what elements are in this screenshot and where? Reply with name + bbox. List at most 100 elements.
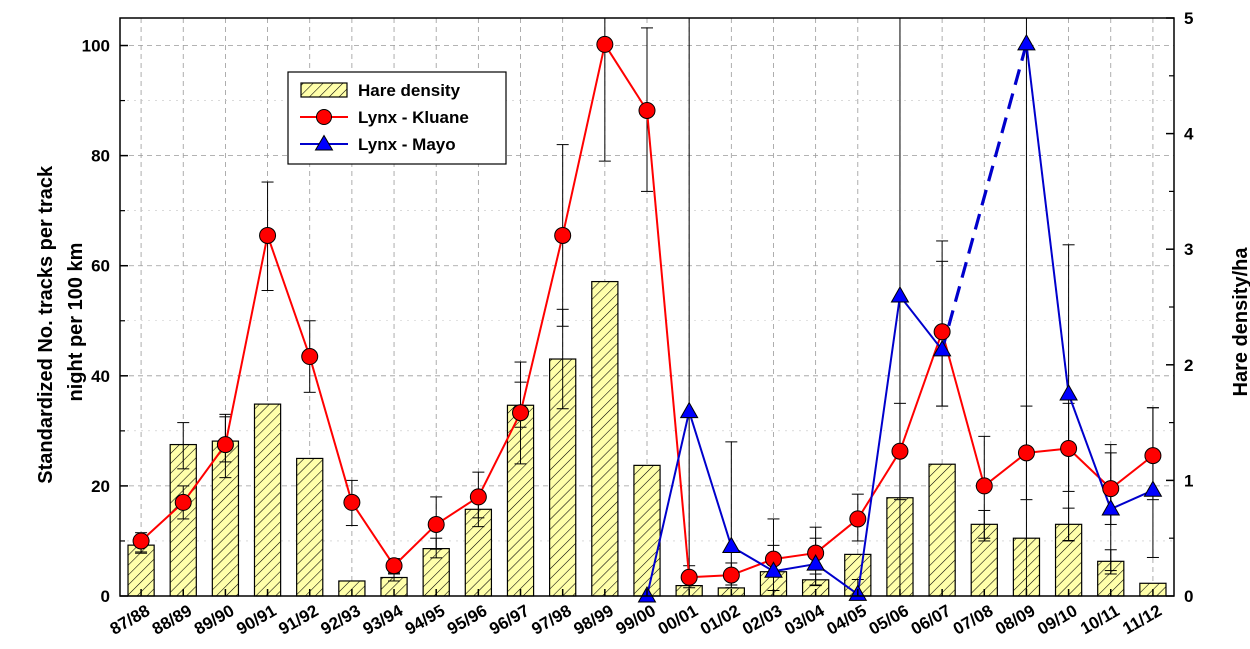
x-tick-label: 94/95 — [402, 601, 448, 639]
x-tick-label: 88/89 — [149, 601, 195, 639]
kluane-point — [638, 101, 656, 119]
kluane-line-segment — [182, 444, 227, 504]
legend-label-lynx-kluane: Lynx - Kluane — [358, 108, 469, 127]
bar — [633, 464, 661, 597]
y-left-tick-label: 0 — [101, 587, 110, 606]
x-tick-label: 87/88 — [107, 601, 153, 639]
mayo-line-segment — [1025, 43, 1070, 395]
x-tick-label: 08/09 — [992, 601, 1038, 639]
y-left-tick-label: 100 — [82, 37, 110, 56]
x-tick-label: 98/99 — [570, 601, 616, 639]
kluane-point — [1017, 444, 1035, 462]
kluane-point — [301, 348, 319, 366]
y-left-tick-label: 60 — [91, 257, 110, 276]
kluane-point — [891, 442, 909, 460]
x-tick-label: 04/05 — [823, 601, 869, 639]
kluane-point — [469, 488, 487, 506]
x-tick-label: 93/94 — [360, 601, 407, 639]
legend-marker-lynx-kluane — [316, 109, 332, 125]
legend-label-hare-density: Hare density — [358, 81, 461, 100]
bar — [253, 403, 282, 597]
bar — [928, 463, 956, 597]
x-tick-label: 06/07 — [908, 601, 954, 639]
legend-label-lynx-mayo: Lynx - Mayo — [358, 135, 456, 154]
bar — [591, 280, 619, 597]
kluane-point — [554, 226, 572, 244]
kluane-point — [1144, 447, 1162, 465]
x-tick-label: 07/08 — [950, 601, 996, 639]
x-tick-label: 89/90 — [191, 601, 237, 639]
kluane-line-segment — [1110, 454, 1154, 490]
y-axis-left-title-line-2: night per 100 km — [65, 243, 87, 402]
x-tick-label: 09/10 — [1034, 601, 1080, 639]
x-tick-label: 01/02 — [697, 601, 743, 639]
kluane-point — [259, 226, 277, 244]
kluane-line-segment — [983, 452, 1028, 487]
kluane-point — [174, 493, 192, 511]
kluane-line-segment — [856, 450, 901, 520]
bar — [296, 457, 324, 597]
kluane-point — [427, 515, 445, 533]
x-tick-label: 95/96 — [444, 601, 490, 639]
y-right-tick-label: 0 — [1184, 587, 1193, 606]
kluane-line-segment — [1067, 447, 1112, 490]
kluane-line-segment — [899, 331, 944, 452]
kluane-line-segment — [519, 235, 564, 413]
kluane-line-segment — [603, 43, 648, 112]
mayo-line-segment — [646, 411, 691, 597]
x-tick-label: 91/92 — [275, 601, 321, 639]
kluane-point — [216, 436, 234, 454]
mayo-line-segment — [856, 295, 901, 595]
legend-marker-lynx-mayo — [314, 134, 334, 151]
kluane-point — [975, 477, 993, 495]
mayo-point — [721, 536, 741, 553]
mayo-point — [806, 554, 825, 571]
y-right-tick-label: 1 — [1184, 471, 1193, 490]
x-tick-label: 02/03 — [739, 601, 785, 639]
x-tick-label: 00/01 — [655, 601, 701, 639]
kluane-point — [385, 557, 403, 575]
bar-error-bars — [135, 308, 1117, 587]
kluane-line-segment — [477, 412, 522, 498]
x-tick-label: 92/93 — [318, 601, 364, 639]
x-tick-label: 05/06 — [866, 601, 912, 639]
mayo-line-segment — [773, 563, 816, 573]
y-right-tick-label: 3 — [1184, 240, 1193, 259]
x-tick-label: 90/91 — [233, 601, 279, 639]
y-right-tick-label: 5 — [1184, 9, 1193, 28]
kluane-line-segment — [815, 518, 859, 554]
y-axis-left-title: Standardized No. tracks per track night … — [35, 160, 87, 483]
mayo-point — [764, 561, 783, 578]
kluane-point — [343, 493, 361, 511]
mayo-point — [1059, 383, 1078, 401]
kluane-line-segment — [266, 235, 311, 357]
kluane-line-segment — [140, 501, 184, 542]
kluane-line-segment — [561, 44, 606, 236]
x-tick-label: 99/00 — [613, 601, 659, 639]
kluane-point — [680, 568, 698, 586]
legend-swatch-hare-density — [300, 82, 348, 98]
mayo-line-dashed-segment — [940, 43, 1028, 351]
y-left-tick-label: 80 — [91, 147, 110, 166]
x-tick-label: 11/12 — [1119, 601, 1165, 638]
mayo-line-segment — [899, 295, 943, 351]
kluane-line-segment — [393, 523, 437, 567]
y-axis-right-title: Hare density/ha — [1230, 247, 1250, 397]
x-tick-label: 97/98 — [528, 601, 574, 639]
mayo-line-segment — [688, 411, 733, 547]
y-left-tick-label: 40 — [91, 367, 110, 386]
kluane-point — [1060, 439, 1078, 457]
kluane-point — [933, 323, 951, 341]
mayo-point — [679, 401, 699, 419]
mayo-point — [932, 339, 952, 357]
y-right-tick-label: 4 — [1184, 125, 1194, 144]
kluane-point — [512, 404, 530, 422]
bar — [169, 443, 197, 597]
kluane-point — [1102, 480, 1120, 498]
x-tick-label: 96/97 — [486, 601, 532, 639]
x-tick-label: 10/11 — [1077, 601, 1123, 638]
kluane-point — [596, 35, 614, 53]
mayo-point — [890, 285, 910, 303]
kluane-line-segment — [646, 110, 691, 578]
